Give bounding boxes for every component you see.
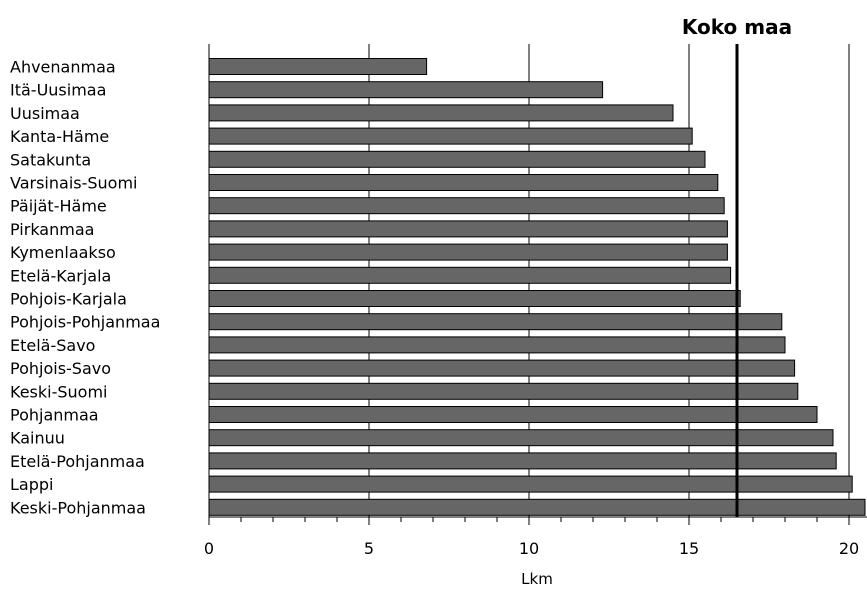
category-label-16: Kainuu — [10, 429, 65, 448]
bar-2 — [208, 104, 674, 122]
x-tick-label-2: 10 — [519, 539, 539, 558]
category-label-1: Itä-Uusimaa — [10, 81, 106, 100]
category-label-11: Pohjois-Pohjanmaa — [10, 313, 160, 332]
reference-line-label: Koko maa — [682, 15, 792, 39]
bar-4 — [208, 150, 706, 168]
bar-15 — [208, 406, 818, 423]
x-tick-label-0: 0 — [204, 539, 214, 558]
x-tick-label-1: 5 — [364, 539, 374, 558]
bars — [208, 58, 866, 516]
bar-16 — [208, 429, 834, 447]
bar-3 — [208, 127, 693, 145]
category-label-18: Lappi — [10, 475, 53, 494]
bar-14 — [208, 382, 799, 400]
bar-8 — [208, 243, 728, 261]
category-label-12: Etelä-Savo — [10, 336, 95, 355]
category-label-3: Kanta-Häme — [10, 127, 109, 146]
category-label-10: Pohjois-Karjala — [10, 290, 127, 309]
category-label-9: Etelä-Karjala — [10, 266, 111, 285]
bar-5 — [208, 174, 719, 191]
category-label-14: Keski-Suomi — [10, 382, 107, 401]
bar-18 — [208, 475, 853, 493]
category-label-2: Uusimaa — [10, 104, 80, 123]
bar-11 — [208, 313, 783, 331]
category-labels: Ahvenanmaa Itä-Uusimaa Uusimaa Kanta-Häme Sa… — [10, 58, 160, 518]
category-label-5: Varsinais-Suomi — [10, 174, 137, 193]
category-label-15: Pohjanmaa — [10, 406, 99, 425]
category-label-17: Etelä-Pohjanmaa — [10, 452, 145, 471]
x-axis-title: Lkm — [521, 570, 553, 588]
bar-0 — [208, 58, 428, 75]
bar-10 — [208, 290, 741, 307]
bar-17 — [208, 452, 837, 470]
category-label-19: Keski-Pohjanmaa — [10, 498, 146, 517]
bar-13 — [208, 359, 796, 377]
bar-6 — [208, 197, 725, 215]
bar-19 — [208, 498, 866, 516]
category-label-13: Pohjois-Savo — [10, 359, 111, 378]
category-label-4: Satakunta — [10, 150, 91, 169]
x-tick-labels: 0 5 10 15 20 — [204, 539, 859, 558]
bar-1 — [208, 81, 604, 99]
bar-7 — [208, 220, 728, 238]
category-label-8: Kymenlaakso — [10, 243, 116, 262]
x-axis-ticks — [208, 517, 850, 525]
bar-12 — [208, 336, 786, 354]
x-tick-label-4: 20 — [839, 539, 859, 558]
category-label-6: Päijät-Häme — [10, 197, 107, 216]
x-tick-label-3: 15 — [679, 539, 699, 558]
category-label-0: Ahvenanmaa — [10, 58, 116, 77]
bar-9 — [208, 266, 732, 284]
category-label-7: Pirkanmaa — [10, 220, 94, 239]
